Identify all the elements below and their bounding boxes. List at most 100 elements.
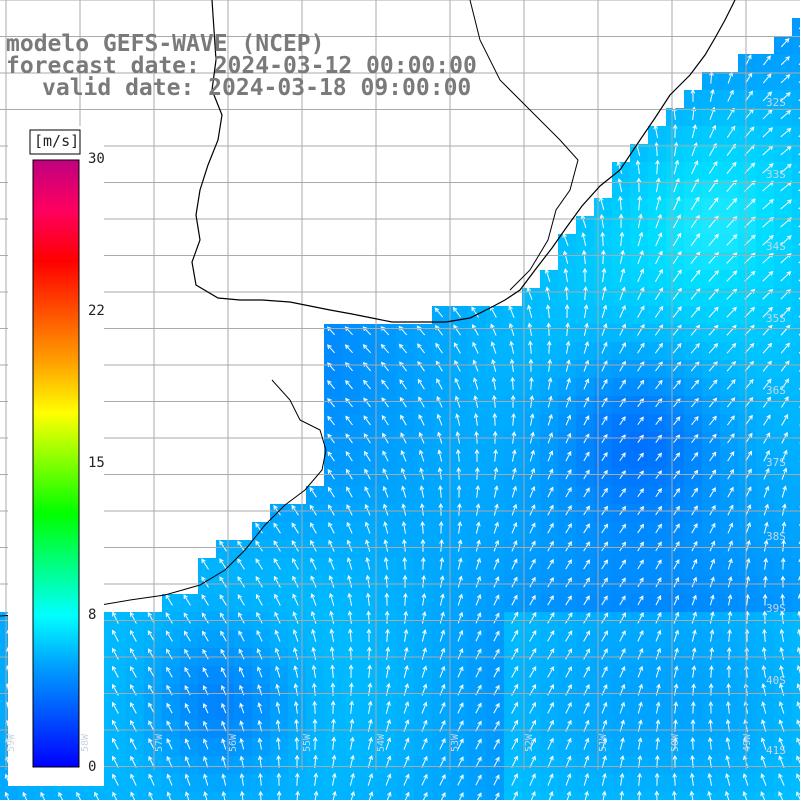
arrow-icon [745,415,753,426]
arrow-head-icon [348,628,353,634]
arrow-head-icon [768,270,774,276]
arrow-icon [691,160,698,175]
arrow-head-icon [512,503,518,509]
arrow-head-icon [435,342,440,348]
arrow-head-icon [708,683,714,688]
wind-cell [450,792,468,800]
arrow-head-icon [184,702,189,708]
arrow-icon [547,595,554,606]
arrow-head-icon [330,700,336,706]
arrow-head-icon [780,575,786,581]
arrow-head-icon [441,792,446,797]
arrow-icon [363,362,371,372]
arrow-head-icon [129,647,135,653]
arrow-head-icon [257,684,262,690]
arrow-head-icon [311,664,317,670]
arrow-head-icon [778,719,784,725]
arrow-head-icon [619,231,625,237]
arrow-head-icon [635,159,641,165]
arrow-icon [203,774,209,786]
arrow-icon [382,451,389,462]
arrow-head-icon [457,521,463,527]
arrow-icon [274,594,281,606]
arrow-icon [762,235,774,246]
arrow-icon [529,666,537,678]
arrow-head-icon [690,754,695,760]
arrow-head-icon [477,774,482,780]
arrow-icon [493,631,500,642]
arrow-head-icon [382,503,388,509]
arrow-head-icon [785,342,790,348]
arrow-head-icon [746,521,751,527]
arrow-icon [475,757,482,768]
arrow-icon [673,178,680,193]
arrow-icon [440,540,443,552]
arrow-icon [222,774,227,786]
arrow-icon [548,341,550,354]
arrow-icon [743,773,749,786]
arrow-icon [745,558,750,570]
arrow-head-icon [567,666,572,672]
arrow-icon [583,595,590,606]
arrow-icon [583,738,589,750]
arrow-head-icon [548,395,553,401]
arrow-icon [728,595,732,606]
arrow-head-icon [621,612,626,618]
arrow-head-icon [674,576,680,582]
arrow-icon [619,648,626,660]
arrow-icon [619,488,626,498]
arrow-head-icon [471,324,477,329]
arrow-icon [311,593,317,606]
arrow-head-icon [420,556,426,562]
arrow-icon [473,378,479,390]
wind-cell [216,792,234,800]
arrow-icon [130,666,137,678]
arrow-icon [22,792,28,800]
arrow-head-icon [532,629,537,635]
arrow-icon [673,380,681,390]
arrow-icon [455,396,461,408]
arrow-head-icon [493,485,499,491]
arrow-icon [565,523,572,534]
arrow-icon [565,702,572,714]
arrow-icon [529,414,534,426]
arrow-head-icon [327,415,332,421]
arrow-icon [385,737,391,750]
arrow-head-icon [639,541,644,547]
arrow-head-icon [725,755,730,761]
arrow-icon [778,773,785,786]
arrow-head-icon [256,629,261,635]
arrow-icon [690,306,701,318]
arrow-head-icon [400,450,405,455]
arrow-head-icon [691,647,697,653]
arrow-icon [220,631,227,642]
arrow-head-icon [400,467,406,473]
arrow-icon [566,341,570,354]
arrow-head-icon [440,665,446,671]
arrow-head-icon [585,684,590,689]
wind-cell [792,792,800,800]
arrow-icon [239,667,245,678]
arrow-icon [332,737,335,750]
wind-cell [36,792,54,800]
arrow-icon [601,452,608,462]
arrow-icon [726,234,738,246]
wind-cell [792,486,800,504]
arrow-head-icon [779,664,784,671]
arrow-head-icon [709,647,715,653]
arrow-head-icon [690,719,696,724]
arrow-head-icon [368,773,374,779]
wind-cell [792,306,800,324]
arrow-icon [385,557,388,570]
arrow-icon [583,488,590,498]
arrow-icon [327,416,335,426]
arrow-icon [166,667,173,678]
arrow-icon [439,774,446,786]
arrow-icon [364,451,371,462]
arrow-head-icon [567,737,572,743]
arrow-head-icon [726,646,732,652]
arrow-head-icon [367,700,373,706]
arrow-icon [458,522,461,534]
arrow-head-icon [580,214,586,220]
arrow-head-icon [711,469,717,475]
